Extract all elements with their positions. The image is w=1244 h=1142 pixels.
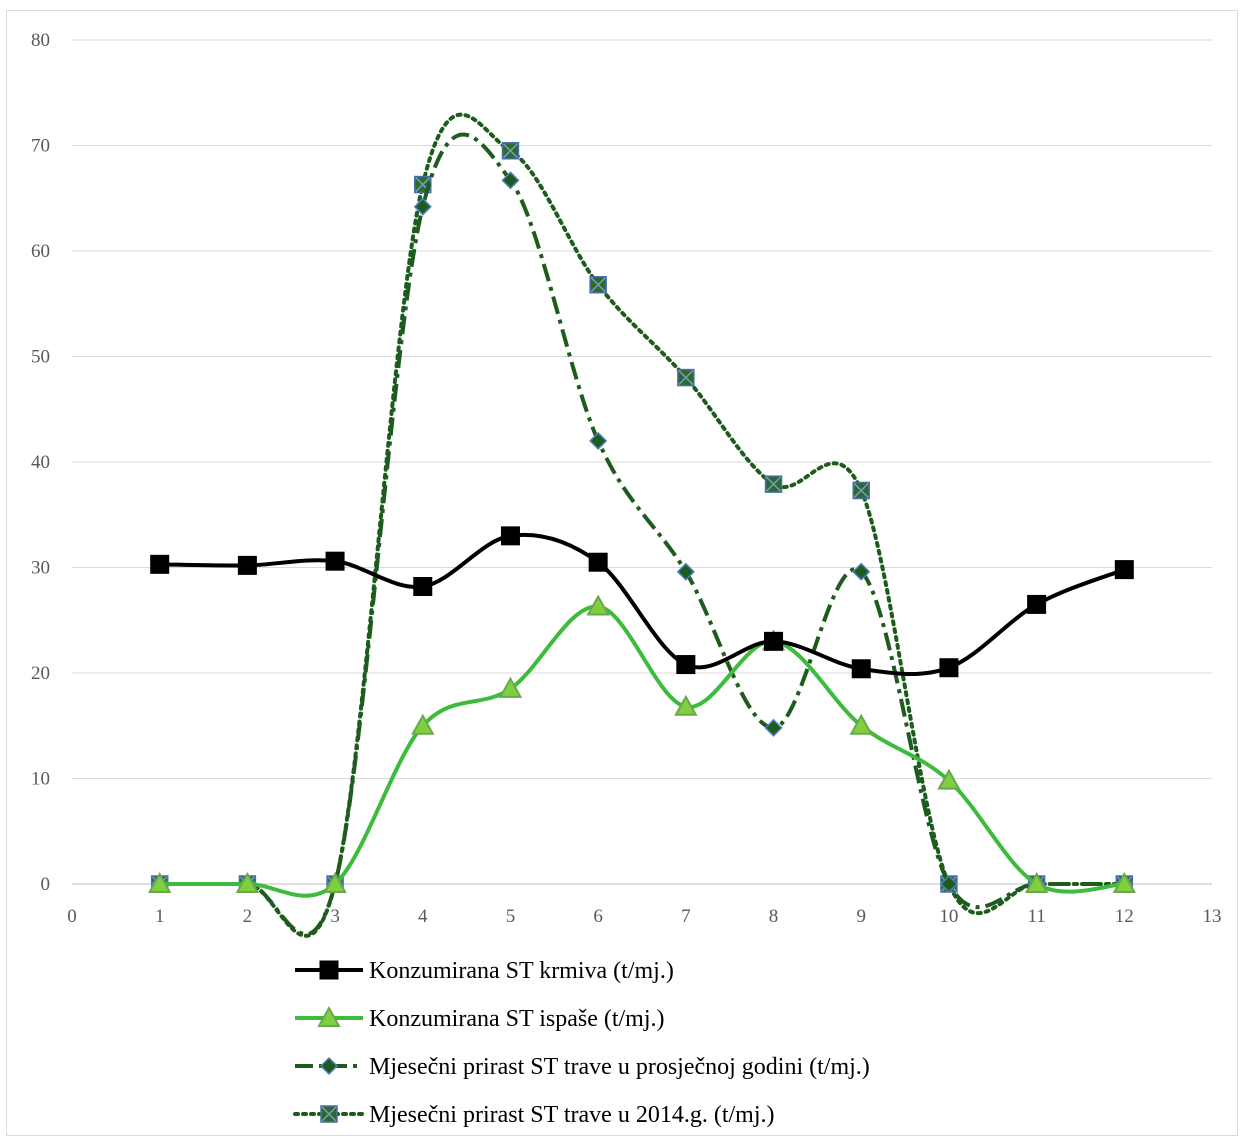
data-point [849, 713, 873, 735]
series-layer [147, 112, 1137, 938]
x-tick-label: 13 [1203, 906, 1222, 927]
x-tick-label: 1 [155, 906, 165, 927]
data-point [501, 171, 520, 190]
marker-cross-b [415, 177, 431, 193]
x-tick-label: 11 [1027, 906, 1045, 927]
legend-label: Mjesečni prirast ST trave u prosječnoj g… [369, 1054, 870, 1080]
x-tick-label: 3 [330, 906, 340, 927]
x-tick-label: 2 [243, 906, 253, 927]
y-tick-label: 0 [41, 874, 51, 895]
x-tick-label: 5 [506, 906, 516, 927]
legend-item-2: Konzumirana ST ispaše (t/mj.) [295, 1005, 665, 1032]
marker-cross-b [321, 1106, 337, 1122]
data-point [325, 551, 345, 571]
legend-marker [319, 960, 339, 980]
data-point [498, 676, 523, 698]
y-tick-label: 30 [31, 558, 50, 579]
x-tick-label: 6 [593, 906, 603, 927]
data-point [589, 431, 608, 450]
series-3 [150, 132, 1134, 937]
data-point [852, 562, 871, 581]
marker-cross-b [678, 370, 694, 386]
y-tick-label: 80 [31, 30, 50, 51]
y-tick-label: 70 [31, 136, 50, 157]
gridlines [72, 39, 1212, 885]
legend-item-4: Mjesečni prirast ST trave u 2014.g. (t/m… [293, 1102, 774, 1128]
data-point [851, 659, 871, 679]
data-point [500, 526, 520, 546]
legend-marker [317, 1005, 341, 1027]
data-point [674, 694, 698, 716]
data-point [939, 874, 958, 894]
data-point [150, 554, 170, 574]
data-point [147, 871, 172, 893]
data-point [939, 658, 959, 678]
data-point [937, 768, 961, 790]
data-point [677, 368, 695, 387]
legend-marker [319, 1056, 339, 1076]
y-tick-label: 50 [31, 347, 50, 368]
data-point [1027, 594, 1047, 614]
marker-cross-b [502, 143, 518, 159]
data-point [237, 555, 257, 575]
data-point [413, 576, 433, 596]
data-point [1024, 871, 1049, 893]
data-point [588, 552, 608, 572]
marker-cross-b [853, 482, 869, 499]
x-tick-label: 9 [856, 906, 866, 927]
x-tick-label: 0 [67, 906, 77, 927]
data-point [586, 594, 610, 616]
data-point [764, 718, 783, 737]
legend-marker [320, 1105, 338, 1123]
x-axis-ticks: 0 1 2 3 4 5 6 7 8 9 10 11 12 13 [67, 906, 1221, 927]
x-tick-label: 4 [418, 906, 428, 927]
data-point [589, 276, 607, 294]
x-tick-label: 10 [939, 906, 958, 927]
data-point [413, 197, 432, 216]
data-point [323, 871, 347, 893]
x-tick-label: 8 [769, 906, 779, 927]
data-point [764, 475, 783, 493]
data-point [764, 631, 784, 651]
data-point [852, 481, 870, 500]
data-point [411, 713, 435, 735]
chart-frame [6, 10, 1238, 1136]
legend-item-3: Mjesečni prirast ST trave u prosječnoj g… [295, 1054, 870, 1080]
marker-cross-b [590, 277, 606, 293]
legend-label: Konzumirana ST krmiva (t/mj.) [369, 958, 674, 984]
marker-cross-b [766, 476, 782, 492]
legend-label: Konzumirana ST ispaše (t/mj.) [369, 1006, 665, 1032]
data-point [501, 142, 520, 160]
x-tick-label: 7 [681, 906, 691, 927]
series-2 [147, 594, 1137, 898]
y-tick-label: 60 [31, 241, 50, 262]
legend-label: Mjesečni prirast ST trave u 2014.g. (t/m… [369, 1102, 774, 1128]
series-4 [150, 112, 1134, 938]
data-point [235, 871, 260, 893]
series-1 [150, 526, 1134, 679]
data-point [676, 655, 696, 675]
y-axis-ticks: 0 10 20 30 40 50 60 70 80 [31, 30, 50, 895]
y-tick-label: 10 [31, 769, 50, 790]
y-tick-label: 20 [31, 663, 50, 684]
data-point [676, 562, 695, 581]
legend-item-1: Konzumirana ST krmiva (t/mj.) [295, 958, 674, 984]
x-tick-label: 12 [1115, 906, 1134, 927]
data-point [1112, 871, 1137, 893]
y-tick-label: 40 [31, 452, 50, 473]
series-line [157, 112, 1127, 938]
legend: Konzumirana ST krmiva (t/mj.) Konzumirana… [293, 958, 870, 1128]
data-point [1114, 560, 1134, 580]
